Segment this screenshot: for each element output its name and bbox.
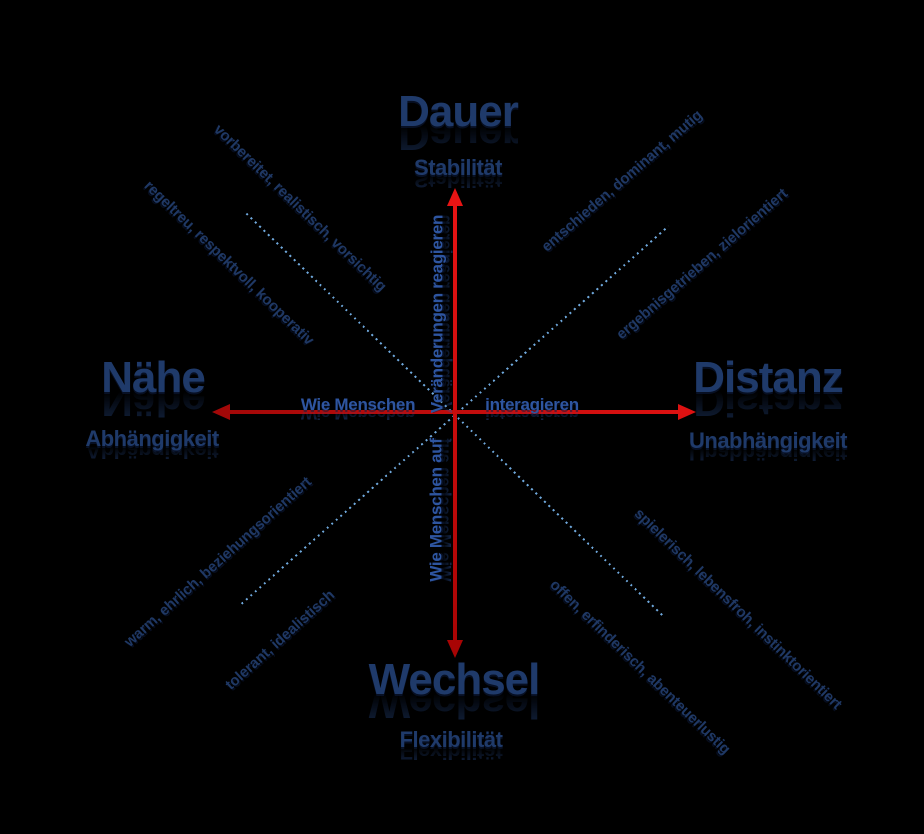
- pole-top-subtitle-text: Stabilität: [414, 155, 502, 180]
- pole-top-title-text: Dauer: [398, 87, 519, 136]
- pole-top-subtitle-reflection: Stabilität: [414, 167, 502, 192]
- horizontal-axis-label-left: Wie Menschen Wie Menschen: [300, 395, 416, 423]
- horizontal-axis-label-left-reflection: Wie Menschen: [300, 403, 416, 423]
- pole-bottom-subtitle-reflection: Flexibilität: [399, 739, 503, 764]
- pole-right-title: Distanz Distanz: [693, 353, 843, 426]
- arrowhead-left-icon: [212, 404, 230, 420]
- quadrant-bottom-left-line2: tolerant, idealistisch: [222, 586, 338, 694]
- vertical-axis-label-lower: Wie Menschen auf Wie Menschen auf: [426, 438, 454, 582]
- pole-top-subtitle: Stabilität Stabilität: [414, 155, 502, 193]
- pole-right-title-text: Distanz: [693, 353, 843, 402]
- horizontal-axis-label-right: interagieren interagieren: [485, 395, 579, 423]
- pole-left-title-text: Nähe: [101, 353, 206, 402]
- pole-top-title: Dauer Dauer: [398, 87, 519, 160]
- quadrant-bottom-right-line2: offen, erfinderisch, abenteuerlustig: [546, 576, 734, 758]
- pole-left-subtitle: Abhängigkeit Abhängigkeit: [85, 426, 219, 464]
- pole-left-subtitle-text: Abhängigkeit: [85, 426, 219, 451]
- pole-top-title-reflection: Dauer: [398, 110, 518, 159]
- horizontal-axis-label-right-reflection: interagieren: [485, 403, 579, 423]
- pole-left-title-reflection: Nähe: [101, 376, 205, 425]
- pole-right-subtitle: Unabhängigkeit Unabhängigkeit: [688, 428, 848, 466]
- pole-bottom-subtitle-text: Flexibilität: [399, 727, 503, 752]
- quadrant-top-right-line1: entschieden, dominant, mutig: [538, 106, 706, 256]
- arrowhead-down-icon: [447, 640, 463, 658]
- pole-right-subtitle-text: Unabhängigkeit: [688, 428, 848, 453]
- arrowhead-up-icon: [447, 188, 463, 206]
- pole-right-subtitle-reflection: Unabhängigkeit: [688, 440, 848, 465]
- pole-left-title: Nähe Nähe: [101, 353, 206, 426]
- pole-bottom-title: Wechsel Wechsel: [368, 655, 541, 728]
- vertical-axis-label-lower-reflection: Wie Menschen auf: [434, 438, 454, 582]
- quadrant-top-right-line2: ergebnisgetrieben, zielorientiert: [613, 185, 791, 343]
- vertical-axis-line: [453, 203, 457, 643]
- arrowhead-right-icon: [678, 404, 696, 420]
- horizontal-axis-label-left-text: Wie Menschen: [300, 395, 416, 414]
- pole-left-subtitle-reflection: Abhängigkeit: [85, 438, 219, 463]
- pole-right-title-reflection: Distanz: [693, 376, 843, 425]
- vertical-axis-label-upper-reflection: Veränderungen reagieren: [435, 214, 455, 414]
- pole-bottom-subtitle: Flexibilität Flexibilität: [399, 727, 503, 765]
- pole-bottom-title-text: Wechsel: [368, 655, 541, 704]
- horizontal-axis-label-right-text: interagieren: [485, 395, 579, 414]
- pole-bottom-title-reflection: Wechsel: [368, 678, 540, 727]
- vertical-axis-label-upper: Veränderungen reagieren Veränderungen re…: [427, 214, 455, 414]
